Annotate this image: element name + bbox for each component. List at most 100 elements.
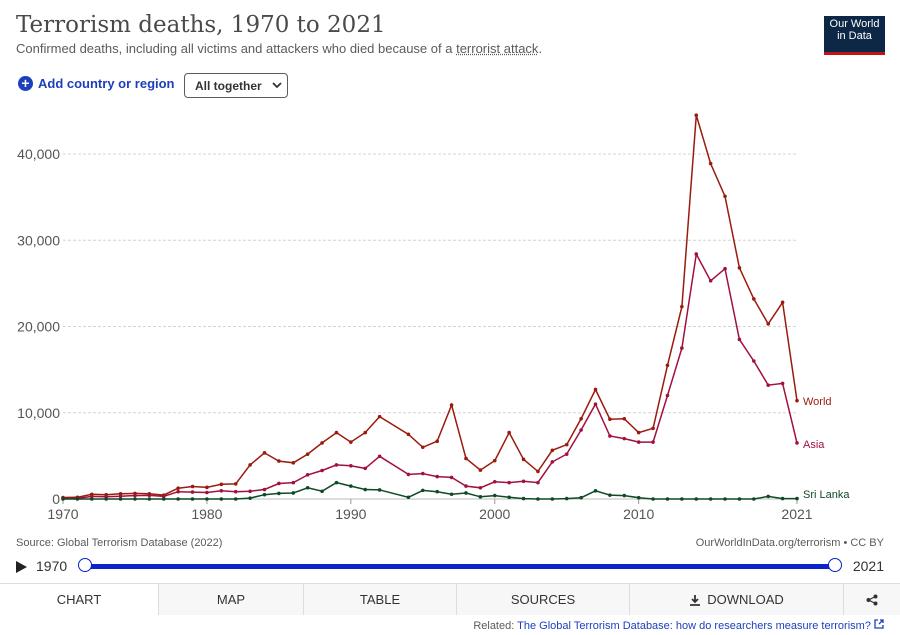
data-point[interactable] xyxy=(291,460,296,465)
related-link[interactable]: The Global Terrorism Database: how do re… xyxy=(517,620,871,632)
data-point[interactable] xyxy=(291,491,296,495)
data-point[interactable] xyxy=(363,430,368,435)
data-point[interactable] xyxy=(205,497,209,501)
data-point[interactable] xyxy=(694,252,699,256)
data-point[interactable] xyxy=(564,442,569,447)
data-point[interactable] xyxy=(636,440,641,444)
tab-sources[interactable]: SOURCES xyxy=(456,584,629,615)
data-point[interactable] xyxy=(449,492,454,497)
data-point[interactable] xyxy=(219,489,224,493)
share-button[interactable] xyxy=(843,584,900,615)
timeline[interactable]: 1970 2021 xyxy=(16,557,884,577)
data-point[interactable] xyxy=(737,266,742,270)
tab-table[interactable]: TABLE xyxy=(303,584,456,615)
data-point[interactable] xyxy=(593,402,598,406)
data-point[interactable] xyxy=(521,496,526,501)
data-point[interactable] xyxy=(248,489,252,494)
data-point[interactable] xyxy=(780,300,785,305)
data-point[interactable] xyxy=(176,486,180,491)
data-point[interactable] xyxy=(305,473,310,477)
data-point[interactable] xyxy=(492,479,497,484)
data-point[interactable] xyxy=(406,495,411,500)
data-point[interactable] xyxy=(334,463,339,467)
data-point[interactable] xyxy=(205,485,209,490)
data-point[interactable] xyxy=(464,484,468,488)
data-point[interactable] xyxy=(636,430,641,435)
data-point[interactable] xyxy=(277,491,281,496)
data-point[interactable] xyxy=(363,466,368,471)
data-point[interactable] xyxy=(421,471,425,476)
data-point[interactable] xyxy=(593,489,598,493)
data-point[interactable] xyxy=(147,497,152,501)
data-point[interactable] xyxy=(464,456,468,461)
data-point[interactable] xyxy=(752,359,756,363)
data-point[interactable] xyxy=(737,337,742,342)
data-point[interactable] xyxy=(248,463,252,467)
data-point[interactable] xyxy=(478,468,483,472)
data-point[interactable] xyxy=(636,495,641,500)
data-point[interactable] xyxy=(233,482,238,486)
data-point[interactable] xyxy=(262,492,267,497)
data-point[interactable] xyxy=(147,493,152,498)
data-point[interactable] xyxy=(349,484,353,488)
data-point[interactable] xyxy=(421,488,425,493)
data-point[interactable] xyxy=(521,479,526,484)
data-point[interactable] xyxy=(377,414,382,419)
data-point[interactable] xyxy=(305,452,310,456)
tab-download[interactable]: DOWNLOAD xyxy=(629,584,843,615)
series-label[interactable]: Sri Lanka xyxy=(803,489,850,501)
timeline-end-handle[interactable] xyxy=(828,558,842,572)
data-point[interactable] xyxy=(435,439,439,444)
data-point[interactable] xyxy=(262,451,267,455)
data-point[interactable] xyxy=(593,387,598,392)
data-point[interactable] xyxy=(766,383,771,387)
data-point[interactable] xyxy=(708,278,713,283)
data-point[interactable] xyxy=(651,440,655,444)
data-point[interactable] xyxy=(478,495,483,499)
data-point[interactable] xyxy=(536,469,540,474)
data-point[interactable] xyxy=(795,496,799,501)
data-point[interactable] xyxy=(305,485,310,490)
data-point[interactable] xyxy=(190,484,195,489)
data-point[interactable] xyxy=(406,472,411,477)
subtitle-link[interactable]: terrorist attack xyxy=(456,41,539,56)
data-point[interactable] xyxy=(377,454,382,459)
data-point[interactable] xyxy=(118,494,123,498)
data-point[interactable] xyxy=(233,497,238,501)
owid-logo[interactable]: Our World in Data xyxy=(824,16,885,55)
data-point[interactable] xyxy=(521,457,526,462)
timeline-start-handle[interactable] xyxy=(78,558,92,572)
data-point[interactable] xyxy=(579,428,583,432)
data-point[interactable] xyxy=(89,497,94,501)
facet-select[interactable]: All together xyxy=(184,73,288,98)
data-point[interactable] xyxy=(795,398,799,403)
data-point[interactable] xyxy=(277,459,281,463)
data-point[interactable] xyxy=(492,493,497,498)
data-point[interactable] xyxy=(766,494,771,499)
data-point[interactable] xyxy=(320,468,324,473)
data-point[interactable] xyxy=(766,322,771,326)
data-point[interactable] xyxy=(89,494,94,499)
data-point[interactable] xyxy=(449,403,454,407)
data-point[interactable] xyxy=(334,430,339,435)
data-point[interactable] xyxy=(176,489,180,494)
data-point[interactable] xyxy=(550,497,555,501)
data-point[interactable] xyxy=(277,481,281,486)
series-line-world[interactable] xyxy=(62,114,798,499)
data-point[interactable] xyxy=(723,497,727,501)
series-label[interactable]: World xyxy=(803,396,832,408)
data-point[interactable] xyxy=(133,493,137,498)
data-point[interactable] xyxy=(334,480,339,485)
data-point[interactable] xyxy=(507,430,511,435)
data-point[interactable] xyxy=(464,491,468,495)
data-point[interactable] xyxy=(219,482,224,487)
data-point[interactable] xyxy=(190,497,195,501)
data-point[interactable] xyxy=(780,381,785,386)
data-point[interactable] xyxy=(320,441,324,445)
data-point[interactable] xyxy=(190,490,195,494)
data-point[interactable] xyxy=(507,480,511,485)
data-point[interactable] xyxy=(665,393,670,398)
data-point[interactable] xyxy=(708,497,713,501)
data-point[interactable] xyxy=(737,497,742,501)
data-point[interactable] xyxy=(564,452,569,456)
